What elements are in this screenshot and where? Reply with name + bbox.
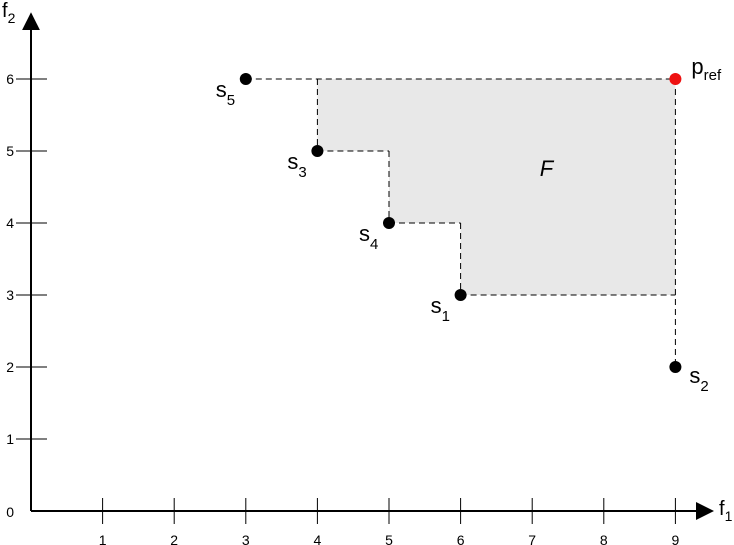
x-tick-label: 5 [385,532,393,545]
reference-point-label-base: p [691,54,703,79]
point-label-s1: s1 [431,293,450,325]
y-tick-label: 3 [6,287,14,303]
x-axis-title: f1 [719,498,733,524]
point-s3 [311,145,324,157]
reference-point-label-sub: ref [704,67,722,84]
point-s5 [239,73,252,85]
x-axis-title-sub: 1 [725,508,733,524]
x-tick-label: 4 [314,532,322,545]
point-s1 [454,289,467,301]
region-label-F: F [540,156,555,181]
y-tick-label: 5 [6,143,14,159]
x-tick-label: 1 [99,532,107,545]
y-axis-title: f2 [2,0,16,26]
y-tick-label: 6 [6,71,14,87]
point-label-sub: 4 [370,236,378,253]
point-label-base: s [689,363,700,388]
y-tick-label: 4 [6,215,14,231]
y-axis-title-sub: 2 [8,10,16,26]
x-tick-label: 8 [600,532,608,545]
points-layer [239,73,682,373]
dominated-region-polygon [317,79,676,295]
reference-point [669,73,682,85]
point-label-sub: 5 [227,92,235,109]
point-label-sub: 1 [442,308,450,325]
point-label-sub: 3 [298,164,306,181]
point-label-sub: 2 [700,378,708,395]
y-tick-label: 1 [6,431,14,447]
point-s4 [383,217,395,229]
point-label-s5: s5 [216,77,235,109]
point-label-s3: s3 [287,149,306,181]
point-label-s4: s4 [359,221,378,253]
x-axis-title-base: f [719,498,725,520]
point-label-base: s [287,149,298,174]
point-label-s2: s2 [689,363,708,395]
reference-point-label: pref [691,54,722,84]
x-tick-label: 9 [672,532,680,545]
point-label-base: s [431,293,442,318]
x-tick-label: 7 [528,532,536,545]
y-tick-label: 2 [6,359,14,375]
point-label-base: s [216,77,227,102]
point-s2 [669,361,682,373]
dominated-region-layer [317,79,676,295]
y-axis-title-base: f [2,0,8,22]
dashed-lines-layer [245,78,676,367]
origin-label: 0 [6,504,14,520]
x-tick-label: 2 [170,532,178,545]
point-label-base: s [359,221,370,246]
x-tick-label: 6 [457,532,465,545]
x-tick-label: 3 [242,532,250,545]
